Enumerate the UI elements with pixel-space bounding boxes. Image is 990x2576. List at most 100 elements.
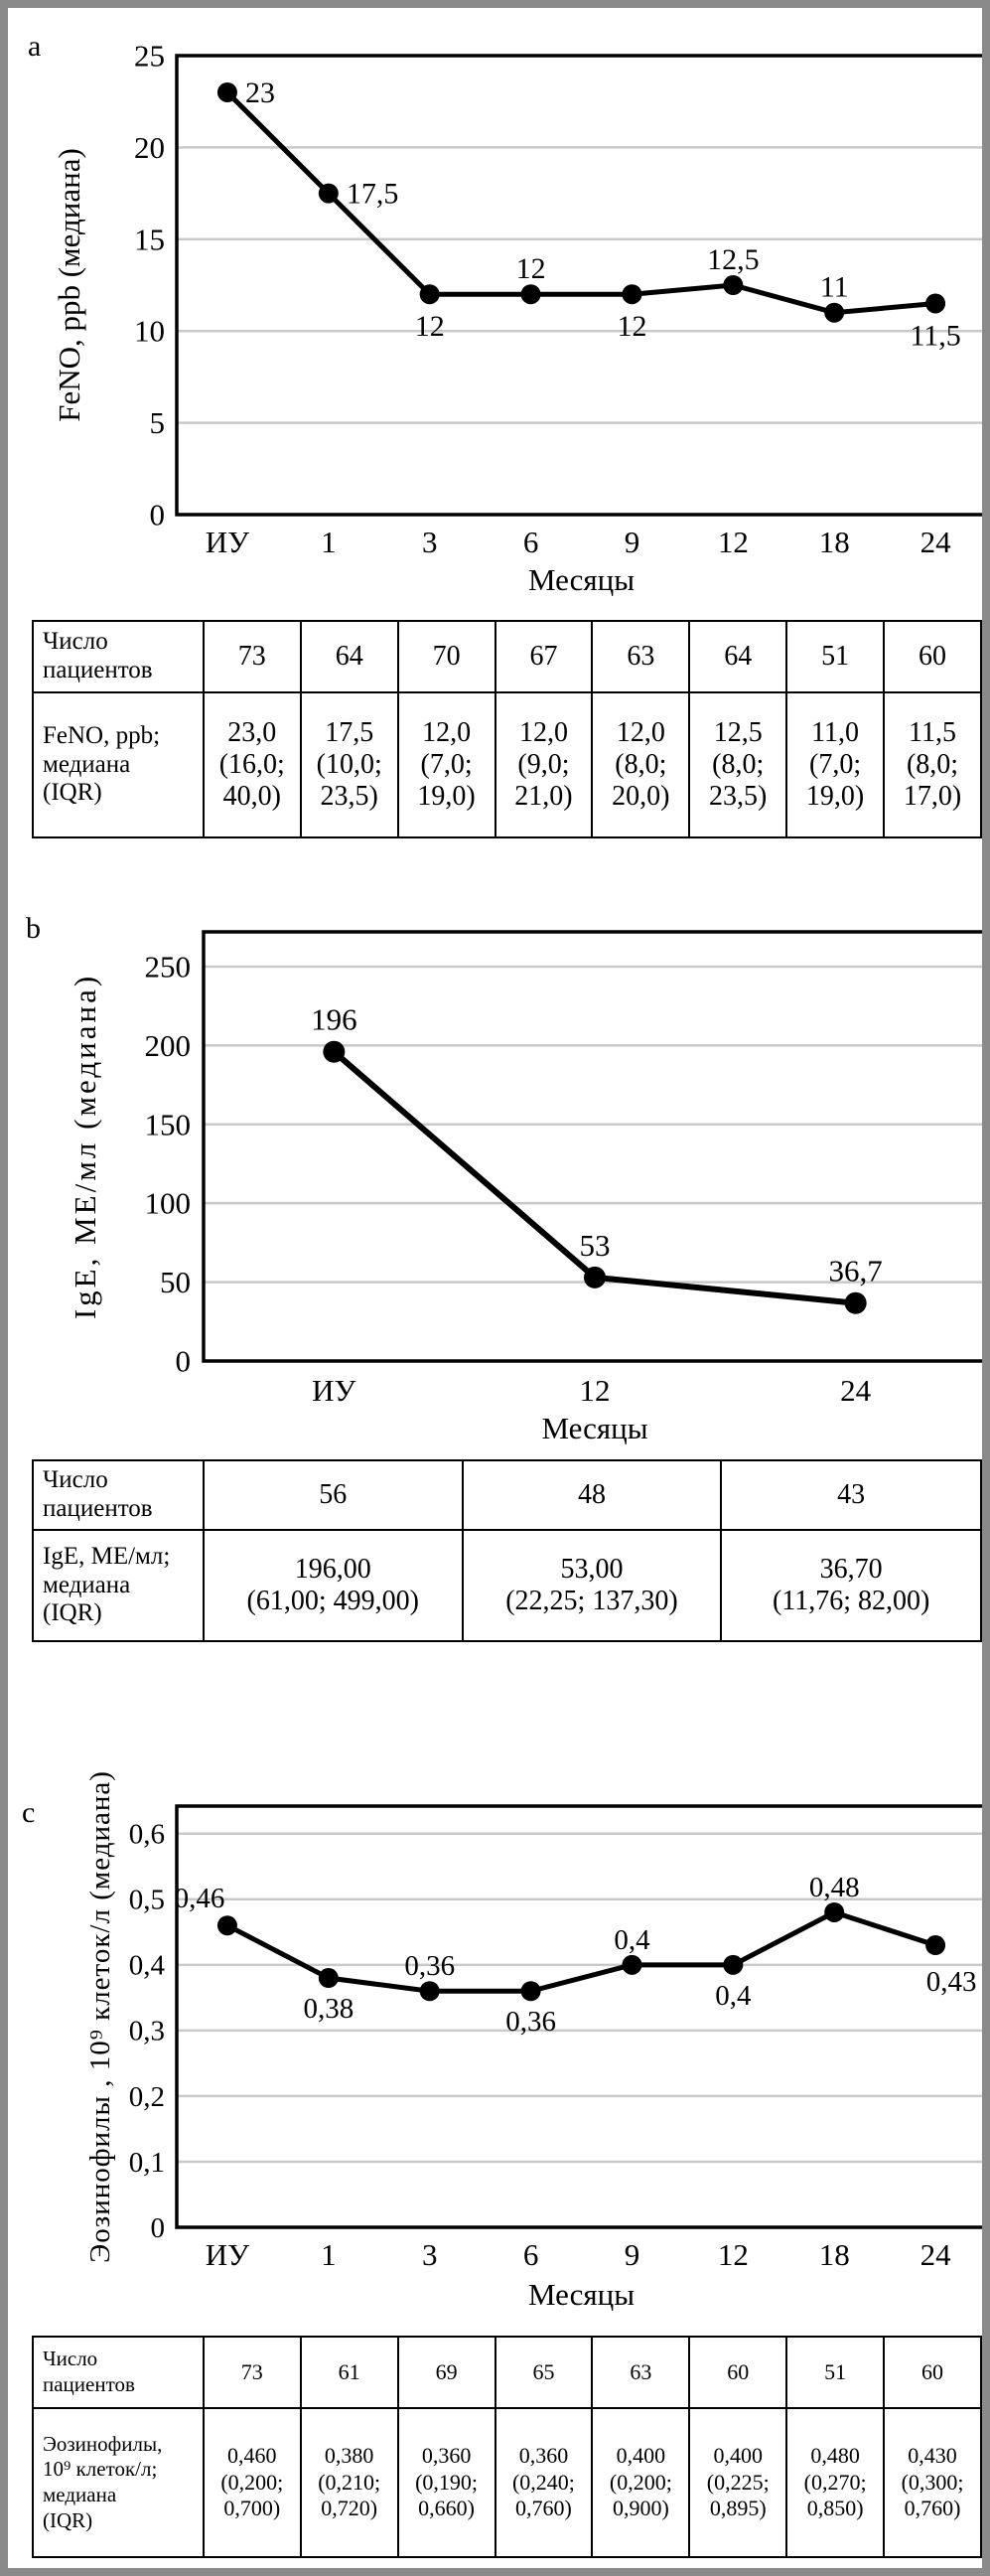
x-tick-label: 6 bbox=[523, 525, 539, 559]
eosinophils-line-chart: 0 0,1 0,2 0,3 0,4 0,5 0,6 Эозинофилы , 10⁹ клет… bbox=[84, 1770, 982, 2312]
data-point-label: 0,36 bbox=[404, 1950, 455, 1982]
data-point-label: 0,48 bbox=[809, 1872, 860, 1903]
data-point-label: 196 bbox=[311, 1002, 357, 1037]
table-cell: 0,460 (0,200; 0,700) bbox=[202, 2407, 302, 2558]
data-point-label: 0,4 bbox=[715, 1980, 752, 2012]
data-point-label: 17,5 bbox=[347, 178, 399, 211]
x-tick-label: 24 bbox=[840, 1373, 872, 1408]
data-point-label: 0,36 bbox=[505, 2006, 556, 2038]
panel-label-b: b bbox=[26, 912, 41, 945]
data-point-marker bbox=[419, 1981, 440, 2002]
x-tick-label: 24 bbox=[920, 2237, 952, 2272]
series-line bbox=[225, 90, 936, 316]
table-cell: 73 bbox=[202, 620, 302, 693]
x-tick-label: ИУ bbox=[206, 525, 249, 559]
data-point-label: 53 bbox=[580, 1228, 611, 1263]
x-tick-label: 6 bbox=[523, 2237, 539, 2272]
table-cell: 70 bbox=[396, 620, 496, 693]
table-cell: 12,0 (9,0; 21,0) bbox=[494, 691, 594, 838]
data-point-marker bbox=[622, 284, 642, 305]
data-point-label: 12 bbox=[415, 310, 445, 343]
y-tick-label: 0,6 bbox=[129, 1819, 165, 1851]
table-cell: 0,360 (0,240; 0,760) bbox=[494, 2407, 594, 2558]
y-tick-label: 0,2 bbox=[129, 2081, 165, 2113]
y-tick-label: 0 bbox=[150, 498, 166, 532]
x-tick-label: 18 bbox=[819, 2237, 850, 2272]
y-tick-label: 200 bbox=[145, 1028, 192, 1063]
table-cell: 17,5 (10,0; 23,5) bbox=[299, 691, 399, 838]
x-tick-label: 9 bbox=[625, 525, 640, 559]
x-tick-label: 1 bbox=[321, 525, 337, 559]
feno-line-chart: 0 5 10 15 20 25 FeNO, ppb (медиана) 23 17,5 12 12 1… bbox=[52, 39, 982, 597]
table-cell: 61 bbox=[299, 2336, 399, 2409]
y-tick-label: 25 bbox=[134, 39, 165, 74]
table-cell: 48 bbox=[461, 1459, 723, 1531]
plot-border bbox=[202, 930, 982, 1363]
table-cell: 0,400 (0,225; 0,895) bbox=[688, 2407, 788, 2558]
data-point-marker bbox=[520, 284, 541, 305]
table-row: Число пациентов 73 64 70 67 63 64 51 60 bbox=[32, 620, 982, 693]
y-tick-label: 0 bbox=[151, 2212, 166, 2244]
y-tick-label: 0,5 bbox=[129, 1885, 165, 1916]
x-axis-title: Месяцы bbox=[541, 1411, 647, 1445]
table-row: Эозинофилы, 10⁹ клеток/л; медиана (IQR) 0… bbox=[32, 2407, 982, 2558]
x-tick-label: ИУ bbox=[206, 2237, 249, 2272]
data-point-marker bbox=[216, 1915, 237, 1936]
table-cell: 0,480 (0,270; 0,850) bbox=[785, 2407, 886, 2558]
data-point-label: 12 bbox=[617, 310, 646, 343]
table-cell: 12,0 (7,0; 19,0) bbox=[396, 691, 496, 838]
table-row-label: Число пациентов bbox=[32, 1459, 205, 1531]
table-row-label: FeNO, ppb; медиана (IQR) bbox=[32, 691, 205, 838]
x-tick-label: ИУ bbox=[312, 1373, 355, 1408]
data-point-marker bbox=[622, 1954, 642, 1975]
table-cell: 64 bbox=[688, 620, 788, 693]
table-cell: 0,380 (0,210; 0,720) bbox=[299, 2407, 399, 2558]
table-cell: 36,70 (11,76; 82,00) bbox=[720, 1529, 982, 1642]
table-cell: 67 bbox=[494, 620, 594, 693]
table-cell: 56 bbox=[202, 1459, 464, 1531]
table-cell: 11,5 (8,0; 17,0) bbox=[883, 691, 982, 838]
data-point-marker bbox=[925, 1935, 946, 1956]
x-axis-title: Месяцы bbox=[528, 562, 635, 597]
table-cell: 196,00 (61,00; 499,00) bbox=[202, 1529, 464, 1642]
table-row: FeNO, ppb; медиана (IQR) 23,0 (16,0; 40,0… bbox=[32, 691, 982, 838]
y-tick-label: 0,1 bbox=[129, 2147, 165, 2179]
table-cell: 60 bbox=[688, 2336, 788, 2409]
data-point-marker bbox=[318, 183, 339, 204]
data-point-label: 12 bbox=[516, 252, 546, 285]
data-point-marker bbox=[419, 284, 440, 305]
table-cell: 60 bbox=[883, 620, 982, 693]
table-cell: 64 bbox=[299, 620, 399, 693]
eosinophils-table: Число пациентов 73 61 69 65 63 60 51 60 Эозинофил… bbox=[32, 2336, 982, 2558]
data-point-label: 11 bbox=[820, 271, 849, 304]
data-point-marker bbox=[216, 81, 237, 102]
y-tick-label: 10 bbox=[134, 314, 165, 349]
table-cell: 11,0 (7,0; 19,0) bbox=[785, 691, 886, 838]
data-point-marker bbox=[824, 1901, 845, 1922]
data-point-label: 36,7 bbox=[829, 1254, 883, 1288]
data-point-marker bbox=[323, 1040, 346, 1063]
table-row: Число пациентов 56 48 43 bbox=[32, 1459, 982, 1531]
data-point-label: 0,4 bbox=[614, 1924, 650, 1956]
data-point-marker bbox=[925, 293, 946, 314]
data-point-label: 12,5 bbox=[707, 243, 760, 276]
table-cell: 73 bbox=[202, 2336, 302, 2409]
series-line bbox=[332, 1049, 856, 1306]
data-point-marker bbox=[584, 1266, 606, 1288]
data-point-label: 0,38 bbox=[303, 1993, 354, 2025]
feno-table: Число пациентов 73 64 70 67 63 64 51 60 FeNO, ppb… bbox=[32, 620, 982, 838]
panel-label-c: c bbox=[22, 1796, 36, 1829]
x-tick-label: 18 bbox=[819, 525, 850, 559]
data-point-label: 0,43 bbox=[926, 1966, 977, 1998]
x-tick-label: 3 bbox=[422, 525, 438, 559]
table-cell: 53,00 (22,25; 137,30) bbox=[461, 1529, 723, 1642]
y-tick-label: 50 bbox=[160, 1265, 191, 1299]
y-tick-label: 0 bbox=[176, 1344, 192, 1379]
data-point-label: 0,46 bbox=[175, 1883, 225, 1914]
table-cell: 51 bbox=[785, 2336, 886, 2409]
data-point-marker bbox=[723, 275, 744, 295]
table-row: IgE, МЕ/мл; медиана (IQR) 196,00 (61,00; … bbox=[32, 1529, 982, 1642]
table-cell: 12,0 (8,0; 20,0) bbox=[591, 691, 691, 838]
x-tick-label: 12 bbox=[718, 525, 749, 559]
